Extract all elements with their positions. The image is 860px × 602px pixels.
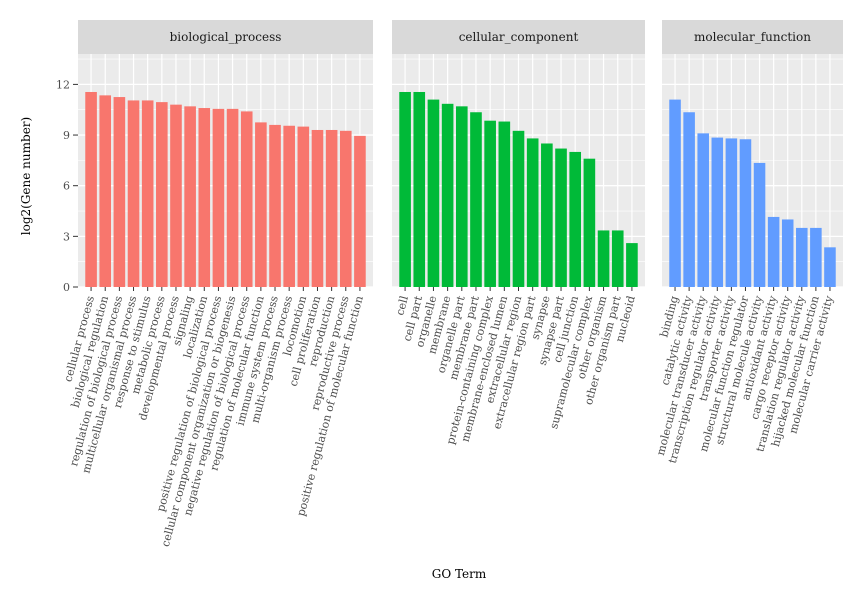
- x-axis-title: GO Term: [432, 567, 487, 581]
- bar: [283, 125, 295, 287]
- y-axis: 0 3 6 9 12: [56, 78, 78, 294]
- bar: [611, 230, 624, 287]
- bar: [498, 121, 511, 288]
- bar: [339, 130, 352, 287]
- facet-strip: [78, 20, 373, 54]
- bar: [683, 112, 695, 287]
- y-tick-label: 9: [63, 129, 70, 142]
- bar: [399, 91, 411, 287]
- bar: [810, 227, 822, 287]
- facet-strip: [662, 20, 843, 54]
- bar: [127, 100, 140, 288]
- bar: [413, 91, 426, 287]
- facet-strip-label: biological_process: [170, 30, 282, 44]
- bar: [441, 103, 454, 287]
- y-tick-label: 6: [63, 180, 70, 193]
- bar: [113, 97, 126, 287]
- y-tick-label: 3: [63, 230, 70, 243]
- bar: [141, 100, 154, 288]
- bar: [311, 129, 324, 287]
- bar: [583, 158, 596, 287]
- bar: [512, 130, 525, 287]
- x-tick-label: cell: [393, 294, 411, 317]
- bar: [753, 162, 766, 287]
- bar: [711, 137, 724, 287]
- y-axis-title: log2(Gene number): [19, 117, 33, 235]
- y-tick-label: 12: [56, 78, 70, 91]
- bar: [541, 143, 553, 287]
- bar: [427, 99, 440, 287]
- bar: [597, 230, 610, 287]
- bar: [725, 138, 738, 287]
- bar: [824, 247, 836, 287]
- bar: [484, 120, 496, 287]
- bar: [455, 106, 468, 287]
- bar: [255, 122, 267, 287]
- bar: [325, 129, 338, 287]
- bar: [198, 108, 211, 287]
- bar: [212, 108, 225, 287]
- bar: [156, 102, 168, 287]
- facet-strip: [392, 20, 645, 54]
- facet-strip-label: molecular_function: [694, 30, 811, 44]
- bar: [781, 219, 794, 287]
- bar: [669, 99, 681, 287]
- bar: [739, 139, 752, 287]
- y-tick-label: 0: [63, 281, 70, 294]
- bar: [297, 126, 310, 288]
- bar: [99, 95, 112, 288]
- bar: [85, 91, 97, 287]
- bar: [470, 112, 482, 287]
- bar: [226, 108, 239, 287]
- bar: [170, 104, 182, 287]
- bar: [767, 216, 780, 287]
- bar: [555, 148, 567, 287]
- bar: [354, 135, 366, 287]
- bar: [526, 138, 539, 287]
- bar: [269, 124, 281, 287]
- bar: [697, 133, 709, 287]
- bar: [626, 243, 638, 287]
- panel-background: [78, 54, 373, 287]
- bar: [184, 106, 196, 287]
- bar: [240, 111, 253, 288]
- bar: [796, 227, 808, 287]
- facet-strip-label: cellular_component: [459, 30, 579, 44]
- bar: [569, 151, 582, 287]
